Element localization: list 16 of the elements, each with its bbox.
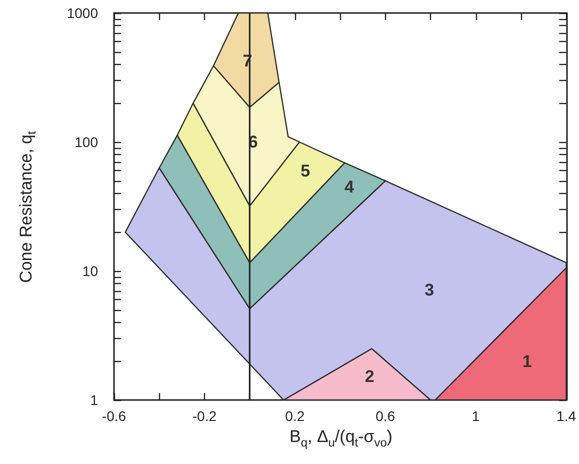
y-tick-label: 1 <box>90 392 98 408</box>
y-tick-label: 10 <box>82 263 98 279</box>
x-tick-label: 1.4 <box>556 408 576 424</box>
series-label: 4 <box>344 178 354 197</box>
series-label: 1 <box>522 352 532 372</box>
series-label: 3 <box>424 280 434 300</box>
x-tick-label: 0.6 <box>376 408 396 424</box>
text: B$_{q}$, Δ$_{u}$/(q$_{t}$-σ$_{vo}$) <box>290 427 392 450</box>
x-tick-label: -0.6 <box>102 408 126 424</box>
series-label: 2 <box>364 367 374 386</box>
x-tick-label: 1 <box>472 408 480 424</box>
y-tick-label: 100 <box>74 134 98 150</box>
y-tick-label: 1000 <box>66 5 98 21</box>
x-tick-label: 0.2 <box>285 408 305 424</box>
x-tick-label: -0.2 <box>192 408 217 424</box>
series-label: 5 <box>300 162 310 181</box>
